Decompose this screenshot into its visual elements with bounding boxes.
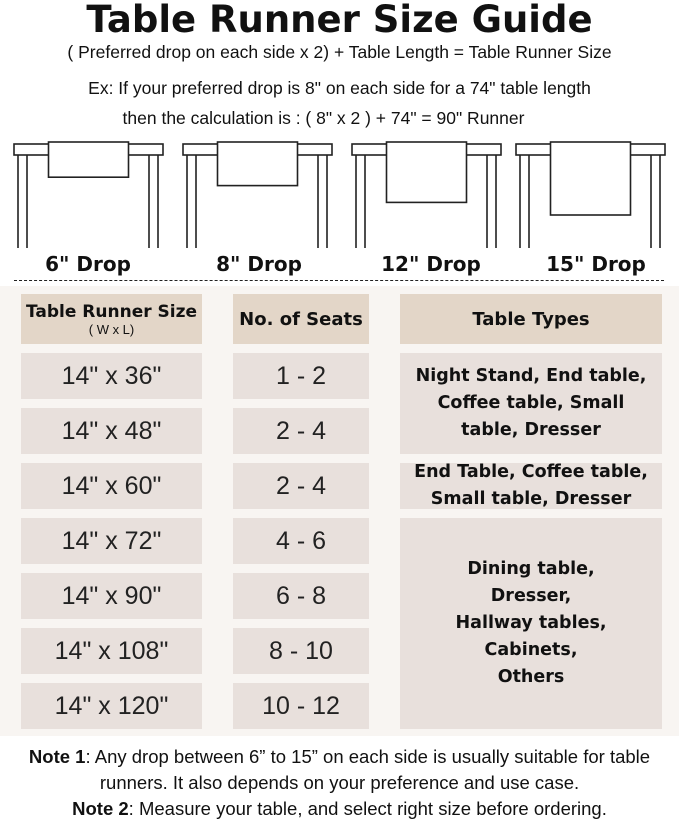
size-cell: 14" x 36" bbox=[21, 353, 202, 399]
note-1: Note 1: Any drop between 6” to 15” on ea… bbox=[0, 744, 679, 796]
table-types-cell: Dining table, Dresser, Hallway tables, C… bbox=[400, 518, 662, 729]
note-2: Note 2: Measure your table, and select r… bbox=[0, 796, 679, 822]
header-size-label: Table Runner Size bbox=[25, 301, 198, 322]
seats-cell: 4 - 6 bbox=[233, 518, 369, 564]
table-types-cell: Night Stand, End table, Coffee table, Sm… bbox=[400, 353, 662, 454]
size-cell: 14" x 48" bbox=[21, 408, 202, 454]
table-runner bbox=[47, 141, 130, 179]
formula-text: ( Preferred drop on each side x 2) + Tab… bbox=[67, 42, 612, 62]
seats-cell: 6 - 8 bbox=[233, 573, 369, 619]
table-runner bbox=[385, 141, 468, 204]
seats-cell: 2 - 4 bbox=[233, 408, 369, 454]
drop-illustrations bbox=[13, 141, 666, 248]
size-cell: 14" x 60" bbox=[21, 463, 202, 509]
example-line-2: then the calculation is : ( 8" x 2 ) + 7… bbox=[122, 108, 525, 128]
size-cell: 14" x 120" bbox=[21, 683, 202, 729]
seats-cell: 2 - 4 bbox=[233, 463, 369, 509]
table-runner bbox=[216, 141, 299, 187]
size-cell: 14" x 90" bbox=[21, 573, 202, 619]
header-types: Table Types bbox=[400, 294, 662, 344]
drop-label: 15" Drop bbox=[546, 252, 646, 276]
note-1-text: : Any drop between 6” to 15” on each sid… bbox=[85, 746, 651, 793]
size-cell: 14" x 72" bbox=[21, 518, 202, 564]
note-2-label: Note 2 bbox=[72, 798, 129, 819]
drop-label: 8" Drop bbox=[216, 252, 302, 276]
note-1-label: Note 1 bbox=[28, 746, 86, 767]
table-types-cell: End Table, Coffee table, Small table, Dr… bbox=[400, 462, 662, 509]
table-runner bbox=[549, 141, 632, 216]
note-2-text: : Measure your table, and select right s… bbox=[128, 798, 607, 819]
seats-cell: 10 - 12 bbox=[233, 683, 369, 729]
seats-cell: 1 - 2 bbox=[233, 353, 369, 399]
divider bbox=[14, 280, 664, 281]
example-line-1: Ex: If your preferred drop is 8" on each… bbox=[88, 78, 591, 98]
size-cell: 14" x 108" bbox=[21, 628, 202, 674]
header-seats: No. of Seats bbox=[233, 294, 369, 344]
seats-cell: 8 - 10 bbox=[233, 628, 369, 674]
drop-label: 6" Drop bbox=[45, 252, 131, 276]
header-size-sublabel: ( W x L) bbox=[88, 321, 135, 337]
page-title: Table Runner Size Guide bbox=[86, 0, 593, 41]
notes: Note 1: Any drop between 6” to 15” on ea… bbox=[0, 744, 679, 822]
header-size: Table Runner Size ( W x L) bbox=[21, 294, 202, 344]
drop-label: 12" Drop bbox=[381, 252, 481, 276]
